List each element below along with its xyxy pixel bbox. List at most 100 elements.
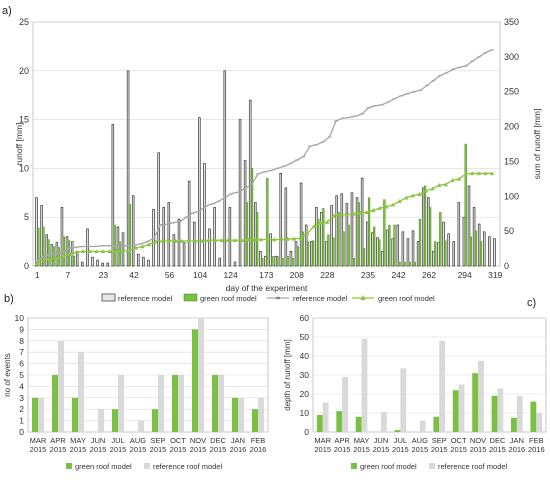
cumulative-green-roof-marker [476, 171, 482, 176]
y-tick-label-a: 25 [19, 17, 29, 27]
y-tick-label: 3 [19, 393, 24, 403]
bar-reference-a [472, 207, 476, 267]
bar-reference-a [111, 124, 115, 267]
bar-reference-a [482, 231, 486, 267]
legend-swatch-reference [101, 293, 116, 302]
x-tick-label-year: 2015 [411, 445, 428, 454]
cumulative-green-roof-marker [338, 212, 343, 217]
x-tick-label-year: 2015 [170, 445, 187, 454]
bar-green-roof-a [286, 256, 289, 267]
cumulative-green-roof-marker [54, 255, 59, 260]
x-tick-label-year: 2016 [528, 445, 545, 454]
x-tick-label-month: NOV [190, 436, 206, 445]
x-axis-label-a: day of the experiment [226, 283, 308, 293]
cumulative-green-roof-marker [133, 245, 139, 250]
bar-green-roof-a [271, 256, 274, 267]
bar-green-roof [192, 329, 198, 432]
legend-swatch-reference-roof [144, 463, 150, 469]
x-tick-label-month: JUL [394, 436, 407, 445]
y-tick-label: 10 [15, 313, 25, 323]
bar-green-roof-a [250, 168, 254, 267]
x-tick-label-a: 228 [320, 270, 334, 280]
cumulative-green-roof-marker [311, 224, 317, 229]
bar-reference-roof [238, 397, 244, 432]
bar-green-roof-a [398, 261, 401, 267]
cumulative-green-roof-marker [107, 249, 112, 254]
legend-swatch-reference-roof [429, 463, 435, 469]
bar-reference-a [447, 233, 450, 267]
bar-green-roof-a [479, 241, 483, 267]
bar-green-roof [511, 417, 517, 432]
bar-green-roof [252, 409, 258, 432]
bar-reference-a [142, 256, 145, 267]
bar-green-roof-a [296, 246, 299, 267]
bar-reference-roof [380, 412, 387, 432]
bar-reference-a [228, 207, 232, 267]
bar-reference-roof [400, 368, 407, 432]
y-tick-label-a: 0 [24, 261, 29, 271]
x-tick-label-year: 2015 [150, 445, 167, 454]
bar-reference-a [238, 119, 242, 267]
bar-green-roof-a [352, 257, 355, 267]
bar-reference-a [340, 193, 344, 267]
bar-green-roof [472, 373, 479, 432]
cumulative-green-roof-marker [94, 249, 99, 254]
bar-green-roof [530, 401, 537, 432]
bar-green-roof-a [423, 185, 427, 267]
bar-reference-a [55, 242, 59, 267]
bar-green-roof [355, 416, 362, 432]
x-tick-label-year: 2015 [353, 445, 370, 454]
cumulative-green-roof-marker [206, 238, 211, 243]
y2-axis-label-a: sum of runoff [mm] [532, 109, 542, 180]
bar-reference-roof [178, 375, 184, 432]
x-tick-label-year: 2015 [450, 445, 467, 454]
bar-reference-a [477, 223, 481, 267]
cumulative-green-roof-marker [160, 238, 165, 243]
cumulative-green-roof-marker [483, 171, 488, 176]
bar-green-roof-a [317, 218, 320, 267]
y2-tick-label-a: 50 [504, 226, 514, 236]
bar-reference-a [81, 261, 84, 267]
cumulative-green-roof-marker [186, 238, 191, 243]
cumulative-green-roof-marker [489, 171, 495, 176]
bar-reference-a [432, 251, 435, 267]
x-tick-label-year: 2015 [70, 445, 87, 454]
bar-reference-a [371, 232, 374, 267]
bar-reference-a [365, 221, 369, 267]
bar-green-roof-a [357, 202, 361, 267]
cumulative-green-roof-marker [278, 237, 284, 242]
cumulative-green-roof-marker [463, 171, 468, 176]
bar-reference-a [264, 255, 267, 267]
bar-reference-a [381, 251, 384, 267]
cumulative-green-roof-marker [113, 249, 119, 254]
y2-tick-label-a: 300 [504, 52, 519, 62]
bar-green-roof-a [261, 257, 264, 267]
bar-reference-a [299, 182, 303, 267]
bar-reference-a [167, 202, 171, 267]
bar-reference-a [457, 202, 461, 267]
cumulative-green-roof-marker [153, 239, 158, 244]
bar-green-roof-a [418, 218, 422, 267]
bar-green-roof [336, 411, 343, 432]
bar-reference-a [310, 241, 313, 267]
bar-reference-a [137, 253, 140, 267]
legend-swatch-green-roof [66, 463, 72, 469]
y-tick-label: 4 [19, 381, 24, 391]
bar-green-roof-a [342, 231, 345, 267]
bar-reference-a [360, 177, 364, 267]
cumulative-green-roof-marker [404, 195, 409, 200]
legend-label-cumulative-green-roof: green roof model [378, 294, 435, 303]
bar-reference-a [304, 224, 308, 267]
cumulative-green-roof-marker [443, 182, 449, 187]
x-tick-label-month: APR [334, 436, 350, 445]
y-tick-label: 7 [19, 347, 24, 357]
x-tick-label-a: 242 [391, 270, 405, 280]
bar-reference-a [172, 234, 176, 267]
x-tick-label-year: 2015 [431, 445, 448, 454]
bar-reference-roof [198, 318, 204, 432]
bar-reference-a [427, 197, 430, 267]
cumulative-green-roof-marker [166, 238, 172, 243]
bar-reference-a [121, 232, 125, 267]
